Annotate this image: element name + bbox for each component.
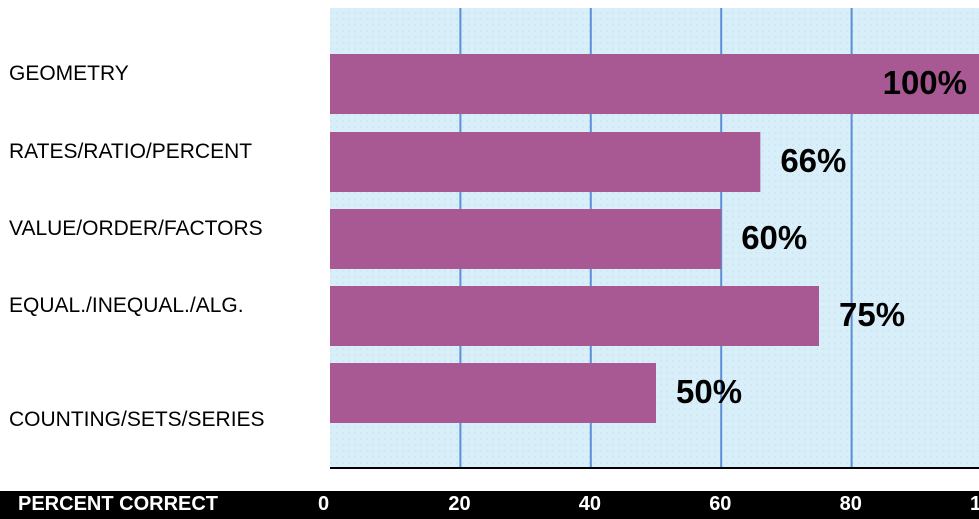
- x-tick-label: 80: [839, 493, 862, 515]
- category-label: RATES/RATIO/PERCENT: [9, 140, 253, 163]
- category-label: GEOMETRY: [9, 62, 129, 85]
- x-tick-label: 40: [578, 493, 602, 515]
- data-label: 100%: [883, 64, 967, 101]
- x-tick-label: 20: [448, 493, 471, 515]
- data-label: 66%: [780, 142, 846, 179]
- category-label: VALUE/ORDER/FACTORS: [9, 217, 263, 240]
- bar: [330, 132, 761, 192]
- bar: [330, 54, 979, 114]
- data-label: 50%: [676, 373, 742, 410]
- bar: [330, 363, 656, 423]
- x-axis-bar: PERCENT CORRECT 0 20 40 60 80 10: [0, 491, 979, 519]
- category-labels: GEOMETRY RATES/RATIO/PERCENT VALUE/ORDER/F…: [0, 0, 330, 470]
- x-tick-label: 60: [709, 493, 732, 515]
- x-tick-label: 0: [318, 493, 330, 515]
- data-label: 60%: [741, 219, 807, 256]
- category-label: COUNTING/SETS/SERIES: [9, 408, 265, 431]
- bar: [330, 209, 722, 269]
- bar-chart-plot: 100% 66% 60% 75% 50%: [330, 8, 979, 469]
- data-label: 75%: [839, 296, 905, 333]
- x-tick-label: 10: [970, 493, 979, 515]
- category-label: EQUAL./INEQUAL./ALG.: [9, 294, 244, 317]
- bar: [330, 286, 819, 346]
- x-axis-title: PERCENT CORRECT: [18, 493, 219, 515]
